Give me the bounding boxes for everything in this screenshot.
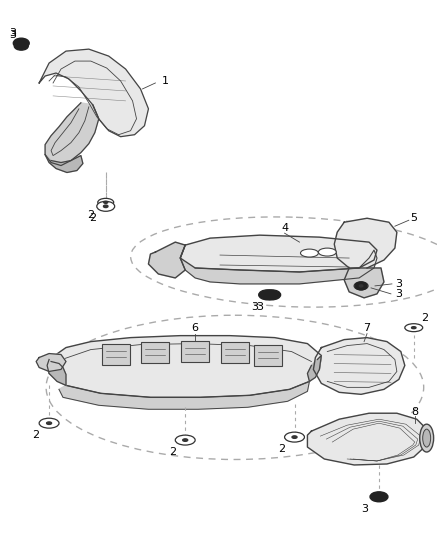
Text: 7: 7 [364,322,371,333]
Text: 3: 3 [9,28,16,38]
Ellipse shape [97,201,115,211]
Text: 3: 3 [256,302,263,312]
Text: 3: 3 [251,302,258,312]
Polygon shape [47,336,321,397]
FancyBboxPatch shape [141,342,170,364]
Polygon shape [47,360,66,385]
Ellipse shape [103,205,108,207]
Polygon shape [307,413,429,465]
FancyBboxPatch shape [221,342,249,364]
Polygon shape [314,337,405,394]
Text: 2: 2 [87,210,94,220]
Text: 2: 2 [169,447,176,457]
Ellipse shape [13,38,29,48]
Ellipse shape [420,424,434,452]
Polygon shape [180,235,377,272]
Polygon shape [45,155,83,173]
Ellipse shape [175,435,195,445]
Polygon shape [59,382,309,409]
Polygon shape [36,353,66,372]
Ellipse shape [98,198,114,206]
Ellipse shape [263,290,281,300]
Ellipse shape [300,249,318,257]
Text: 2: 2 [278,444,285,454]
Ellipse shape [354,282,368,290]
Polygon shape [180,245,377,284]
Text: 2: 2 [32,430,40,440]
Polygon shape [39,49,148,136]
Ellipse shape [14,42,28,50]
Polygon shape [307,356,321,382]
Ellipse shape [46,422,52,424]
Text: 2: 2 [421,313,428,323]
Polygon shape [148,242,185,278]
Polygon shape [45,103,99,166]
Text: 3: 3 [9,30,16,40]
Text: 6: 6 [192,322,199,333]
Text: 8: 8 [411,407,418,417]
FancyBboxPatch shape [181,341,209,362]
Ellipse shape [183,439,188,441]
Text: 1: 1 [162,76,169,86]
Ellipse shape [259,290,277,300]
Text: 3: 3 [361,504,368,514]
Ellipse shape [39,418,59,428]
Polygon shape [344,268,384,298]
Text: 3: 3 [396,279,403,289]
FancyBboxPatch shape [102,344,130,366]
Ellipse shape [292,436,297,438]
Text: 3: 3 [396,289,403,299]
Text: 5: 5 [410,213,417,223]
Ellipse shape [412,327,416,329]
Polygon shape [334,218,397,268]
Text: 4: 4 [281,223,288,233]
Ellipse shape [370,492,388,502]
Ellipse shape [285,432,304,442]
Text: 2: 2 [89,213,96,223]
Ellipse shape [355,282,367,290]
FancyBboxPatch shape [254,345,282,367]
Ellipse shape [318,248,336,256]
Ellipse shape [359,285,363,287]
Ellipse shape [104,201,108,203]
Ellipse shape [423,429,431,447]
Ellipse shape [405,324,423,332]
